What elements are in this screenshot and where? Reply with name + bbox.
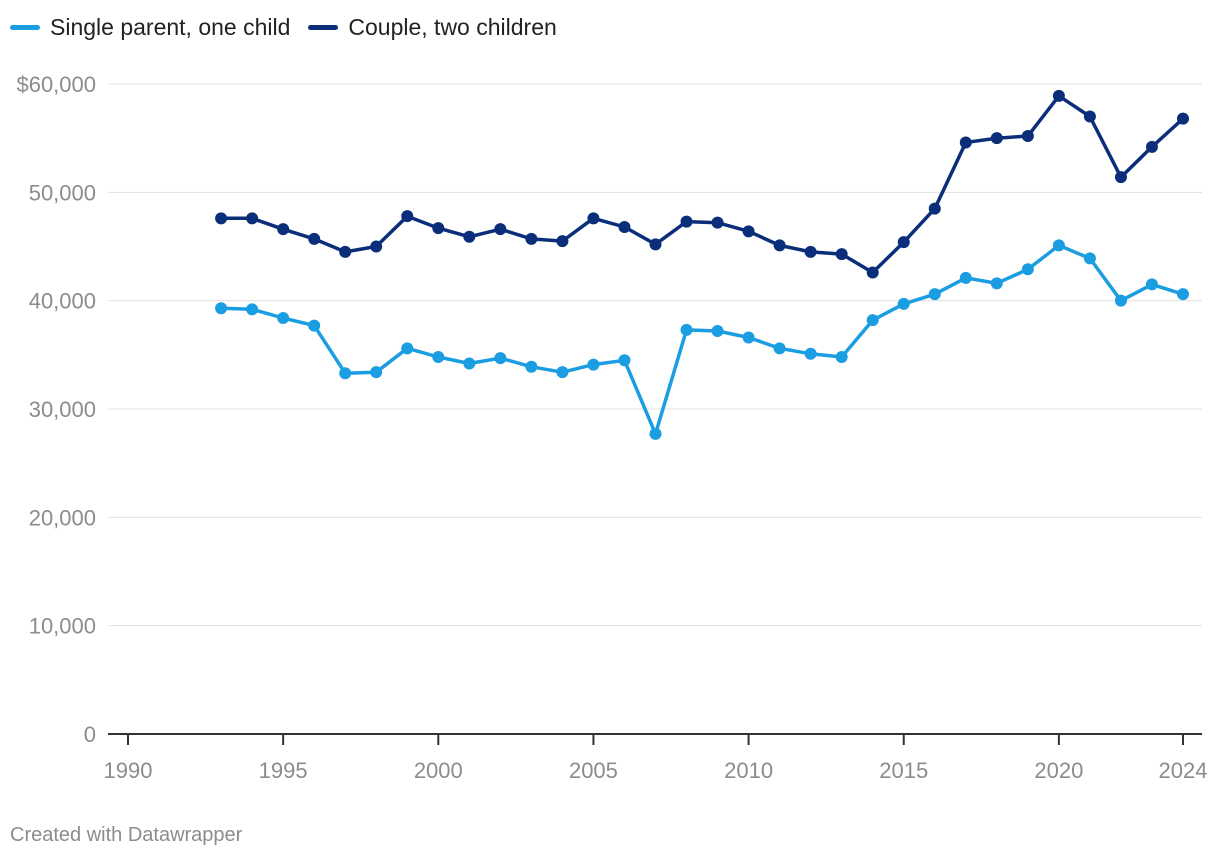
point-single-parent-one-child-2001 — [463, 357, 476, 370]
point-couple-two-children-2016 — [928, 202, 941, 215]
x-tick-label-2020: 2020 — [1034, 758, 1083, 783]
x-tick-label-2010: 2010 — [724, 758, 773, 783]
point-single-parent-one-child-2009 — [711, 325, 724, 337]
series-line-couple-two-children — [219, 94, 1185, 275]
point-single-parent-one-child-2008 — [680, 323, 693, 336]
point-single-parent-one-child-2004 — [556, 366, 569, 379]
point-single-parent-one-child-2017 — [959, 271, 972, 284]
point-single-parent-one-child-1998 — [370, 366, 383, 379]
x-tick-label-1995: 1995 — [259, 758, 308, 783]
point-single-parent-one-child-2010 — [742, 331, 755, 344]
point-single-parent-one-child-2000 — [432, 351, 445, 363]
point-couple-two-children-2006 — [618, 221, 631, 233]
point-single-parent-one-child-2020 — [1052, 239, 1065, 252]
point-couple-two-children-2008 — [680, 215, 693, 228]
point-single-parent-one-child-1995 — [277, 312, 290, 324]
y-tick-label-50000: 50,000 — [29, 180, 96, 205]
legend-swatch-couple — [308, 25, 339, 30]
x-tick-label-2005: 2005 — [569, 758, 618, 783]
point-couple-two-children-2015 — [897, 236, 910, 249]
series-line-single-parent-one-child — [219, 243, 1185, 436]
point-single-parent-one-child-2014 — [866, 314, 879, 327]
legend-label-couple: Couple, two children — [348, 14, 557, 40]
point-couple-two-children-1995 — [277, 223, 290, 236]
point-single-parent-one-child-2005 — [587, 358, 600, 371]
legend-item-couple: Couple, two children — [308, 14, 557, 41]
point-single-parent-one-child-2002 — [494, 352, 507, 365]
point-couple-two-children-2003 — [525, 232, 538, 245]
point-single-parent-one-child-2018 — [990, 277, 1003, 290]
point-couple-two-children-1999 — [401, 210, 414, 223]
point-couple-two-children-2021 — [1083, 110, 1096, 123]
legend-swatch-single-parent — [10, 25, 40, 30]
point-couple-two-children-2013 — [835, 248, 848, 261]
legend-item-single-parent: Single parent, one child — [10, 14, 290, 41]
x-tick-label-1990: 1990 — [104, 758, 153, 783]
point-couple-two-children-2019 — [1021, 130, 1034, 142]
point-couple-two-children-2018 — [990, 132, 1003, 145]
point-couple-two-children-2020 — [1052, 89, 1065, 102]
point-single-parent-one-child-2012 — [804, 347, 817, 360]
point-single-parent-one-child-2006 — [618, 354, 631, 367]
y-tick-label-0: 0 — [84, 722, 96, 747]
y-tick-label-60000: $60,000 — [16, 72, 96, 97]
point-single-parent-one-child-1994 — [246, 303, 259, 316]
point-couple-two-children-2014 — [866, 266, 879, 279]
point-single-parent-one-child-2015 — [897, 297, 910, 310]
point-couple-two-children-2004 — [556, 235, 569, 248]
legend-label-single-parent: Single parent, one child — [50, 14, 291, 40]
y-tick-label-10000: 10,000 — [29, 614, 96, 639]
point-couple-two-children-2017 — [959, 136, 972, 149]
point-couple-two-children-2012 — [804, 245, 817, 258]
point-single-parent-one-child-2016 — [928, 288, 941, 301]
point-single-parent-one-child-2024 — [1177, 288, 1189, 301]
point-single-parent-one-child-2007 — [649, 427, 662, 440]
point-couple-two-children-2001 — [463, 230, 476, 243]
point-single-parent-one-child-1993 — [215, 302, 228, 315]
y-tick-label-30000: 30,000 — [29, 397, 96, 422]
point-couple-two-children-1996 — [308, 232, 321, 245]
point-single-parent-one-child-1996 — [308, 319, 321, 332]
point-couple-two-children-2009 — [711, 216, 724, 229]
x-tick-label-2015: 2015 — [879, 758, 928, 783]
point-single-parent-one-child-2003 — [525, 360, 538, 373]
point-couple-two-children-2024 — [1177, 112, 1189, 125]
point-single-parent-one-child-2021 — [1083, 252, 1096, 265]
point-couple-two-children-1993 — [215, 212, 228, 225]
x-tick-label-2000: 2000 — [414, 758, 463, 783]
y-tick-label-40000: 40,000 — [29, 289, 96, 314]
point-single-parent-one-child-2013 — [835, 351, 848, 363]
point-single-parent-one-child-2023 — [1145, 278, 1158, 291]
point-couple-two-children-2007 — [649, 238, 662, 251]
y-tick-label-20000: 20,000 — [29, 505, 96, 530]
legend: Single parent, one child Couple, two chi… — [10, 14, 557, 41]
point-couple-two-children-2002 — [494, 223, 507, 236]
point-couple-two-children-2011 — [773, 239, 786, 252]
x-tick-label-2024: 2024 — [1159, 758, 1208, 783]
point-couple-two-children-2010 — [742, 225, 755, 238]
point-single-parent-one-child-1999 — [401, 342, 414, 355]
point-couple-two-children-2000 — [432, 222, 445, 235]
point-single-parent-one-child-2022 — [1114, 294, 1127, 307]
point-single-parent-one-child-2011 — [773, 342, 786, 355]
point-couple-two-children-2005 — [587, 212, 600, 225]
point-couple-two-children-1997 — [339, 245, 352, 258]
point-single-parent-one-child-2019 — [1021, 263, 1034, 276]
point-couple-two-children-1994 — [246, 212, 259, 225]
point-couple-two-children-2022 — [1114, 171, 1127, 184]
point-couple-two-children-1998 — [370, 240, 383, 253]
point-couple-two-children-2023 — [1145, 140, 1158, 153]
point-single-parent-one-child-1997 — [339, 367, 352, 380]
footer-credit: Created with Datawrapper — [10, 824, 243, 846]
